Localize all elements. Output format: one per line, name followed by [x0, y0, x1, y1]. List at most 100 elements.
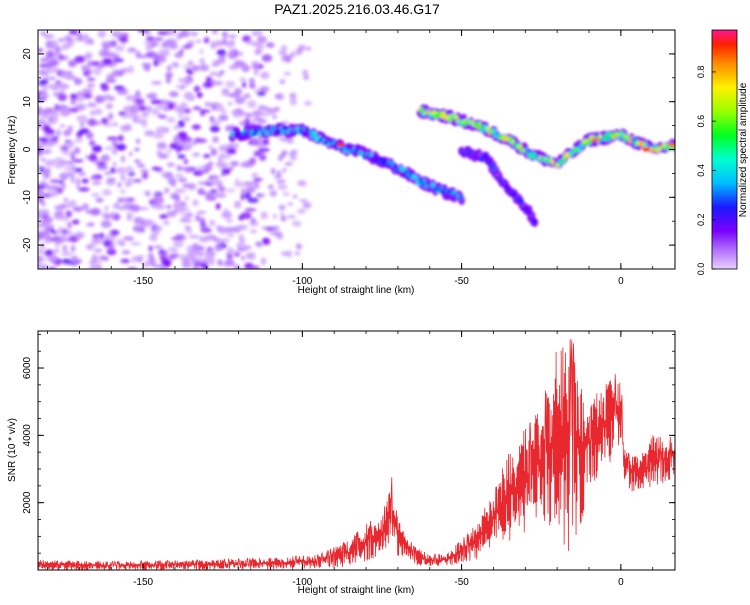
heatmap-noise-blob — [186, 93, 196, 102]
spectrogram-y-tick-label: -10 — [22, 190, 33, 205]
heatmap-noise-blob — [73, 232, 85, 239]
heatmap-noise-blob — [209, 189, 218, 193]
heatmap-noise-blob — [111, 31, 123, 38]
snr-x-axis: -150 -100 -50 0 — [47, 331, 654, 588]
heatmap-noise-blob — [103, 44, 110, 48]
heatmap-noise-blob — [141, 171, 149, 180]
heatmap-noise-blob — [249, 79, 255, 86]
heatmap-trace-core — [414, 176, 419, 181]
heatmap-noise-blob — [161, 41, 170, 49]
heatmap-noise-blob — [221, 30, 229, 38]
heatmap-noise-blob — [122, 236, 135, 241]
heatmap-noise-blob — [145, 36, 155, 42]
heatmap-hotspot — [473, 123, 482, 128]
heatmap-noise-blob — [77, 34, 84, 42]
heatmap-noise-blob — [44, 76, 51, 81]
heatmap-noise-blob — [212, 136, 220, 144]
heatmap-trace-core — [532, 219, 538, 224]
heatmap-noise-blob — [251, 172, 259, 179]
snr-y-label: SNR (10 * v/v) — [7, 418, 18, 482]
heatmap-noise-blob — [167, 177, 177, 186]
heatmap-trace-core — [512, 192, 517, 197]
heatmap-noise-blob — [203, 191, 215, 197]
heatmap-noise-blob — [53, 178, 59, 185]
heatmap-noise-blob — [184, 212, 194, 218]
heatmap-noise-blob — [291, 220, 302, 227]
heatmap-noise-blob — [205, 195, 213, 201]
heatmap-noise-blob — [208, 145, 213, 150]
heatmap-noise-blob — [182, 64, 192, 68]
heatmap-noise-blob — [174, 174, 184, 178]
heatmap-noise-blob — [254, 49, 262, 55]
heatmap-noise-blob — [70, 164, 77, 172]
heatmap-noise-blob — [39, 31, 47, 36]
heatmap-noise-blob — [260, 156, 266, 161]
heatmap-noise-blob — [74, 57, 85, 64]
heatmap-noise-blob — [61, 258, 72, 265]
snr-y-tick-label: 4000 — [22, 424, 33, 447]
heatmap-noise-blob — [199, 49, 204, 54]
heatmap-noise-blob — [38, 191, 45, 198]
heatmap-trace-core — [486, 126, 491, 131]
heatmap-noise-blob — [76, 115, 88, 122]
heatmap-noise-blob — [138, 54, 148, 59]
heatmap-noise-blob — [40, 243, 45, 249]
heatmap-noise-blob — [183, 158, 188, 165]
heatmap-noise-blob — [70, 97, 76, 105]
heatmap-noise-blob — [100, 154, 111, 163]
heatmap-noise-blob — [209, 219, 216, 227]
heatmap-noise-blob — [38, 63, 49, 68]
heatmap-noise-blob — [292, 194, 298, 199]
heatmap-trace-core — [577, 147, 582, 152]
heatmap-noise-blob — [306, 46, 311, 51]
heatmap-noise-blob — [84, 53, 92, 60]
heatmap-noise-blob — [147, 252, 155, 260]
heatmap-noise-blob — [68, 61, 76, 68]
heatmap-noise-blob — [65, 202, 72, 208]
heatmap-noise-blob — [51, 39, 58, 48]
heatmap-noise-blob — [182, 116, 191, 122]
heatmap-noise-blob — [89, 110, 96, 116]
heatmap-noise-blob — [240, 212, 252, 220]
heatmap-noise-blob — [117, 182, 122, 188]
heatmap-noise-blob — [131, 256, 137, 264]
heatmap-trace-core — [269, 129, 274, 135]
heatmap-noise-blob — [183, 140, 191, 149]
heatmap-noise-blob — [112, 161, 117, 166]
spectrogram-x-label: Height of straight line (km) — [298, 285, 415, 296]
heatmap-noise-blob — [176, 164, 183, 172]
heatmap-noise-blob — [241, 255, 246, 261]
heatmap-noise-blob — [46, 254, 59, 263]
heatmap-noise-blob — [166, 205, 171, 209]
heatmap-noise-blob — [192, 199, 199, 207]
heatmap-noise-blob — [134, 98, 145, 105]
heatmap-noise-blob — [181, 212, 187, 217]
heatmap-noise-blob — [253, 88, 259, 93]
heatmap-noise-blob — [121, 249, 131, 255]
heatmap-noise-blob — [177, 131, 188, 140]
heatmap-trace-core — [408, 171, 414, 176]
heatmap-noise-blob — [211, 62, 220, 67]
heatmap-noise-blob — [218, 114, 229, 121]
heatmap-noise-blob — [209, 178, 218, 185]
heatmap-noise-blob — [68, 161, 74, 165]
heatmap-noise-blob — [211, 79, 216, 83]
heatmap-noise-blob — [171, 61, 180, 68]
heatmap-noise-blob — [247, 252, 256, 260]
figure-title: PAZ1.2025.216.03.46.G17 — [274, 1, 440, 17]
heatmap-noise-blob — [225, 226, 236, 233]
heatmap-trace-core — [519, 199, 525, 204]
heatmap-noise-blob — [220, 173, 226, 177]
heatmap-noise-blob — [90, 192, 101, 198]
heatmap-noise-blob — [302, 69, 309, 76]
heatmap-noise-blob — [115, 45, 125, 52]
heatmap-noise-blob — [215, 203, 221, 210]
heatmap-noise-blob — [121, 32, 129, 38]
heatmap-noise-blob — [284, 162, 293, 166]
heatmap-noise-blob — [38, 230, 45, 239]
heatmap-noise-blob — [188, 234, 200, 239]
spectrogram-y-tick-label: -20 — [22, 237, 33, 252]
snr-y-tick-label: 2000 — [22, 491, 33, 514]
heatmap-noise-blob — [104, 146, 115, 150]
heatmap-noise-blob — [38, 266, 46, 269]
